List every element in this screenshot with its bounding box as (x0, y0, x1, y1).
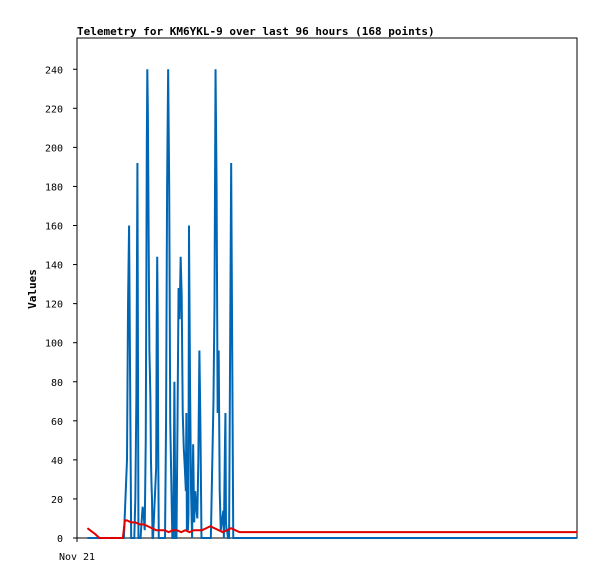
x-tick-label-0: Nov 21 (59, 552, 95, 563)
y-tick-label-2: 40 (51, 456, 63, 467)
y-tick-label-7: 140 (45, 261, 63, 272)
y-tick-label-0: 0 (57, 534, 63, 545)
y-tick-label-1: 20 (51, 495, 63, 506)
y-tick-label-12: 240 (45, 65, 63, 76)
y-tick-label-11: 220 (45, 104, 63, 115)
y-axis: 0 20 40 60 80 100 120 140 160 180 200 220 240 (45, 65, 77, 545)
y-tick-label-9: 180 (45, 182, 63, 193)
y-tick-label-5: 100 (45, 339, 63, 350)
series-layer (86, 69, 577, 539)
series-line-1 (86, 519, 577, 539)
y-tick-label-6: 120 (45, 300, 63, 311)
y-tick-label-8: 160 (45, 222, 63, 233)
y-tick-label-3: 60 (51, 417, 63, 428)
y-tick-label-10: 200 (45, 143, 63, 154)
x-axis: Nov 21 (59, 538, 95, 563)
y-tick-label-4: 80 (51, 378, 63, 389)
y-axis-label: Values (26, 269, 39, 309)
chart-title: Telemetry for KM6YKL-9 over last 96 hour… (77, 25, 435, 38)
series-line-0 (87, 69, 577, 539)
